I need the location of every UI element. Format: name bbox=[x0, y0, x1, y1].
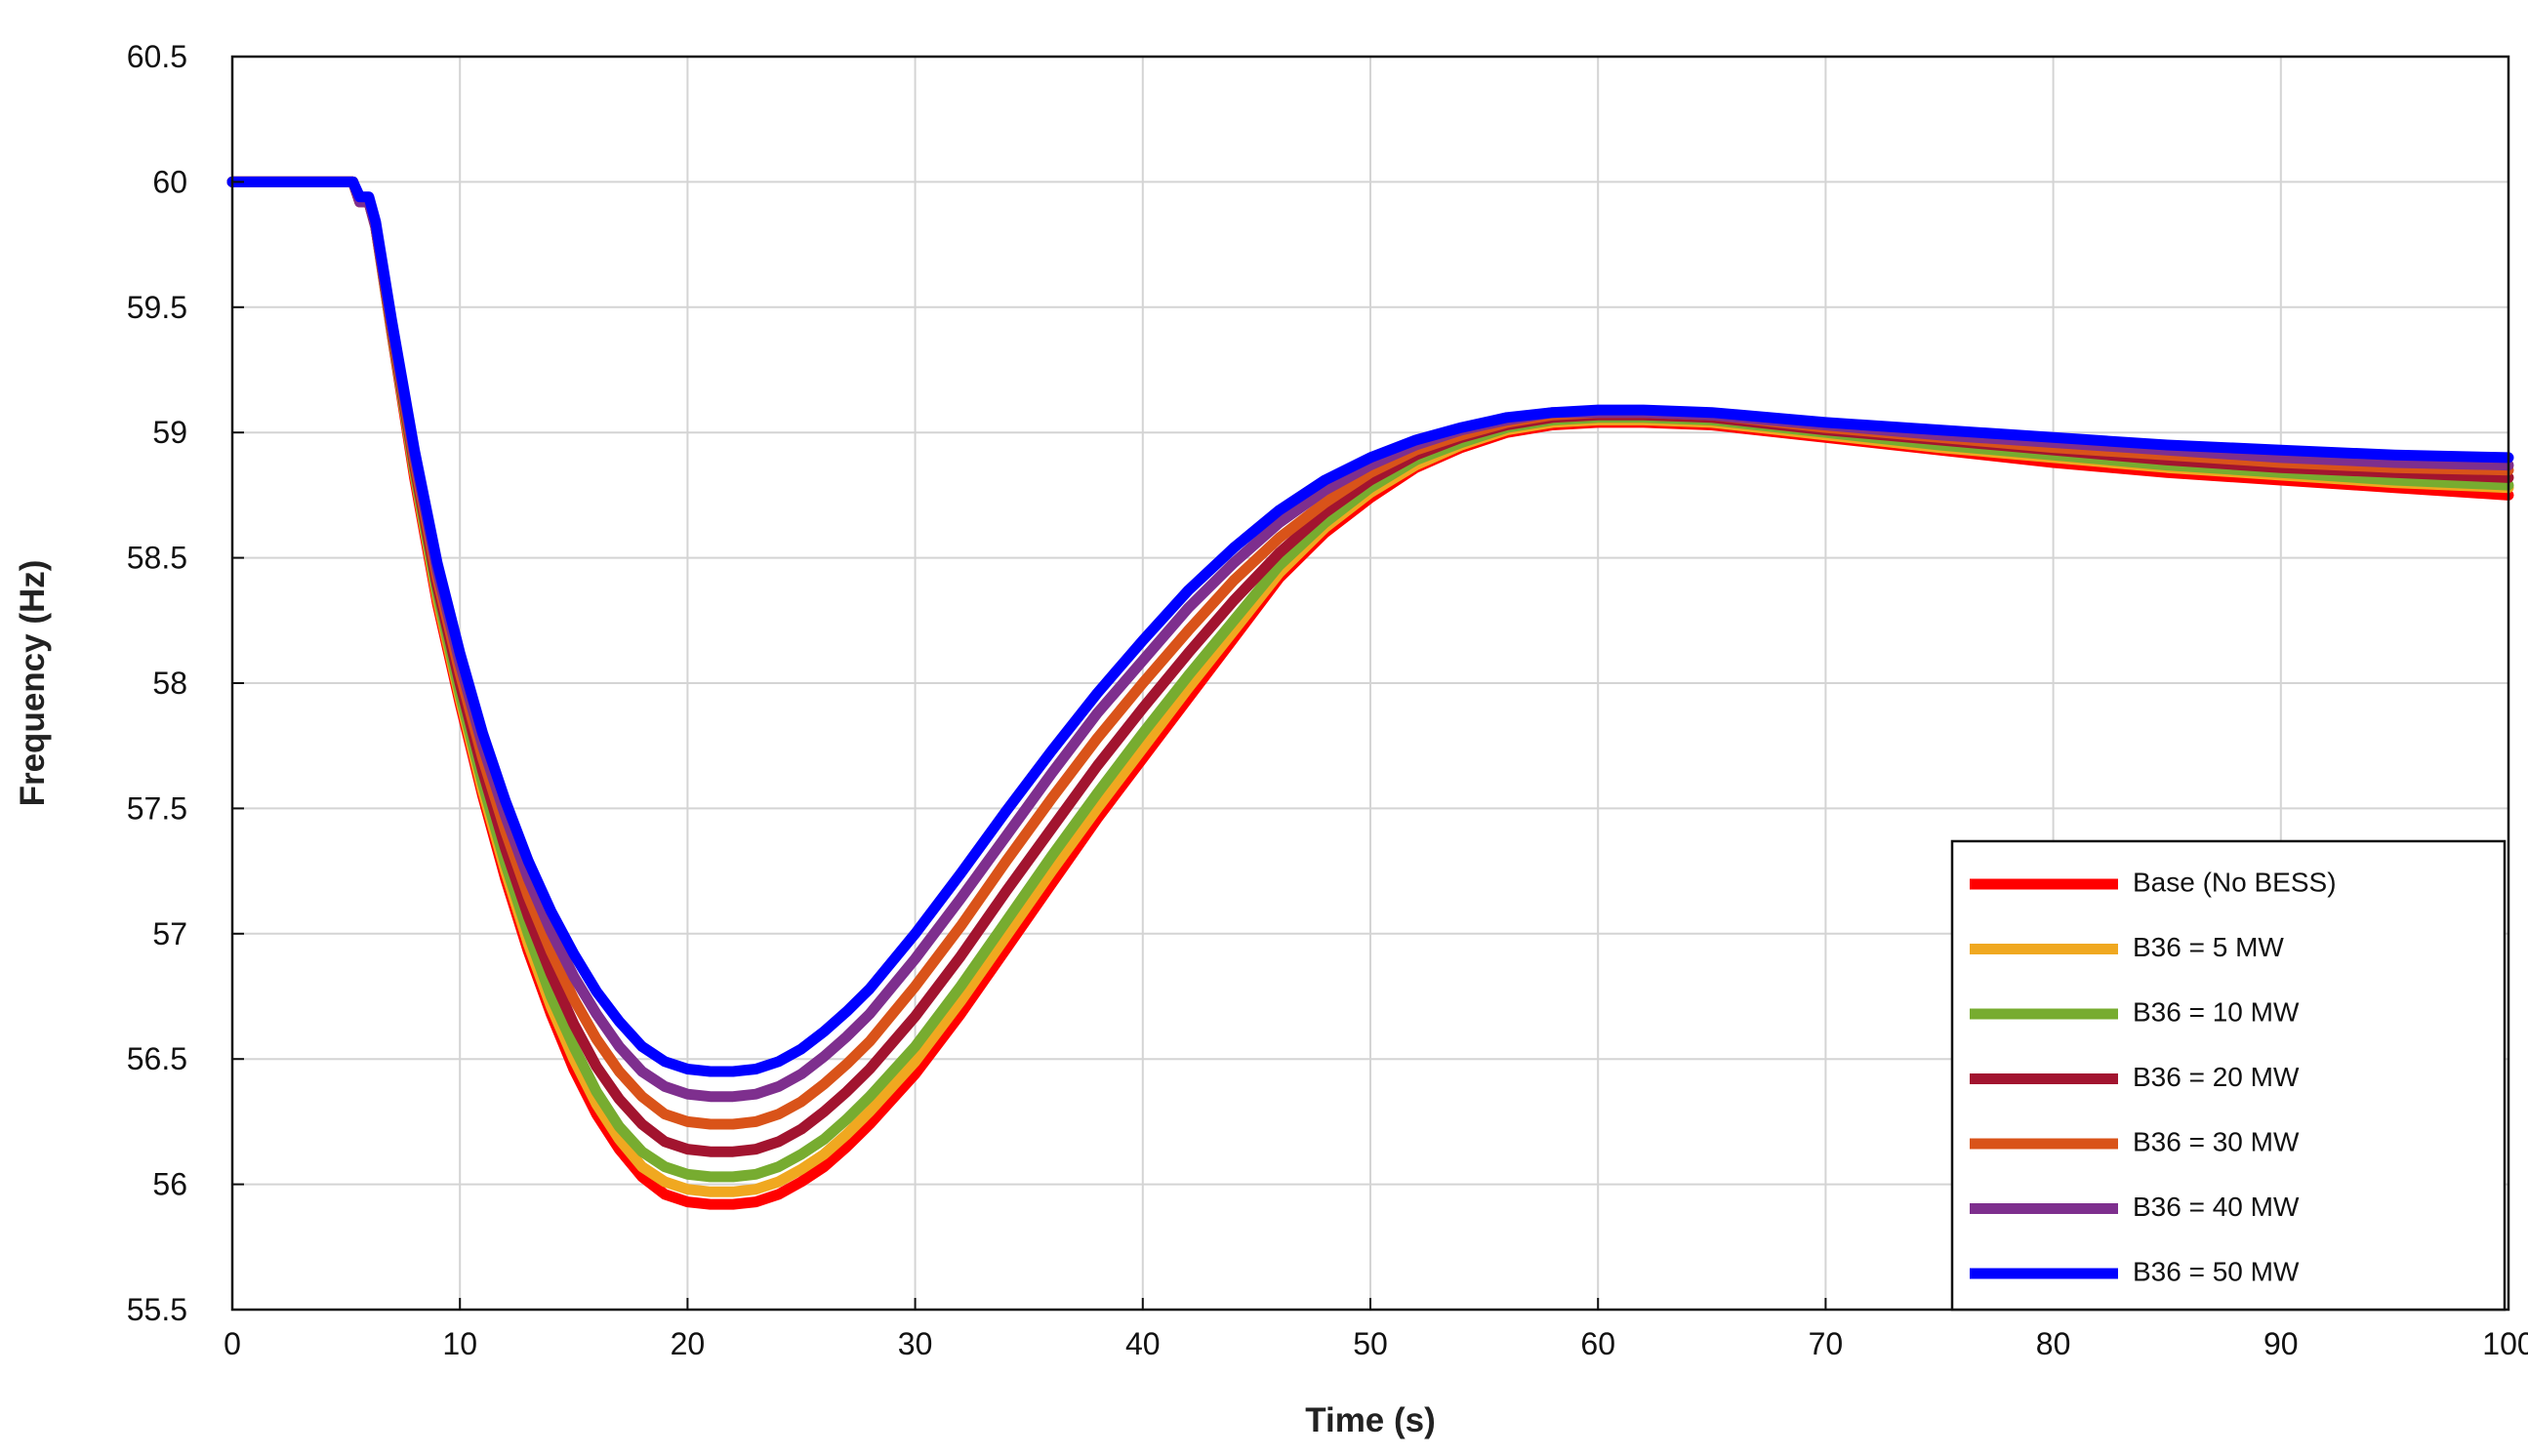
x-axis-title: Time (s) bbox=[1305, 1401, 1436, 1439]
legend-label: B36 = 40 MW bbox=[2133, 1192, 2300, 1222]
x-tick-label: 20 bbox=[671, 1326, 706, 1361]
x-axis-ticks: 0 10 20 30 40 50 60 70 80 90 100 bbox=[224, 1298, 2528, 1361]
y-axis-title: Frequency (Hz) bbox=[14, 560, 52, 807]
x-tick-label: 60 bbox=[1580, 1326, 1615, 1361]
legend: Base (No BESS) B36 = 5 MW B36 = 10 MW B36 =… bbox=[1950, 839, 2507, 1312]
legend-label: B36 = 30 MW bbox=[2133, 1126, 2300, 1156]
series-line-b36-50-mw bbox=[226, 176, 2514, 1077]
legend-entry: B36 = 30 MW bbox=[1970, 1126, 2300, 1156]
y-tick-label: 57 bbox=[152, 916, 187, 951]
x-tick-label: 100 bbox=[2482, 1326, 2528, 1361]
y-tick-label: 59.5 bbox=[127, 290, 187, 325]
legend-label: Base (No BESS) bbox=[2133, 867, 2337, 897]
x-tick-label: 40 bbox=[1125, 1326, 1161, 1361]
x-tick-label: 90 bbox=[2263, 1326, 2299, 1361]
y-tick-label: 58 bbox=[152, 666, 187, 701]
y-tick-label: 60.5 bbox=[127, 39, 187, 74]
y-tick-label: 56.5 bbox=[127, 1041, 187, 1076]
y-tick-label: 57.5 bbox=[127, 790, 187, 826]
legend-entry: B36 = 20 MW bbox=[1970, 1062, 2300, 1092]
legend-box bbox=[1950, 839, 2507, 1312]
legend-entry: B36 = 50 MW bbox=[1970, 1256, 2300, 1286]
x-tick-label: 30 bbox=[898, 1326, 933, 1361]
x-tick-label: 0 bbox=[224, 1326, 241, 1361]
x-tick-label: 10 bbox=[442, 1326, 477, 1361]
legend-entry: B36 = 40 MW bbox=[1970, 1192, 2300, 1222]
y-tick-label: 58.5 bbox=[127, 541, 187, 576]
legend-entry: B36 = 10 MW bbox=[1970, 996, 2300, 1027]
legend-label: B36 = 50 MW bbox=[2133, 1256, 2300, 1286]
legend-entry: Base (No BESS) bbox=[1970, 867, 2337, 897]
legend-label: B36 = 10 MW bbox=[2133, 996, 2300, 1027]
x-tick-label: 70 bbox=[1809, 1326, 1844, 1361]
y-axis-ticks: 55.5 56 56.5 57 57.5 58 58.5 59 59.5 60 60.5 bbox=[127, 39, 244, 1327]
x-tick-label: 80 bbox=[2036, 1326, 2071, 1361]
series-lines bbox=[226, 176, 2514, 1210]
y-tick-label: 56 bbox=[152, 1167, 187, 1202]
x-tick-label: 50 bbox=[1353, 1326, 1388, 1361]
legend-entry: B36 = 5 MW bbox=[1970, 932, 2284, 962]
legend-label: B36 = 20 MW bbox=[2133, 1062, 2300, 1092]
y-tick-label: 59 bbox=[152, 415, 187, 450]
y-tick-label: 60 bbox=[152, 164, 187, 199]
legend-label: B36 = 5 MW bbox=[2133, 932, 2284, 962]
y-tick-label: 55.5 bbox=[127, 1292, 187, 1327]
